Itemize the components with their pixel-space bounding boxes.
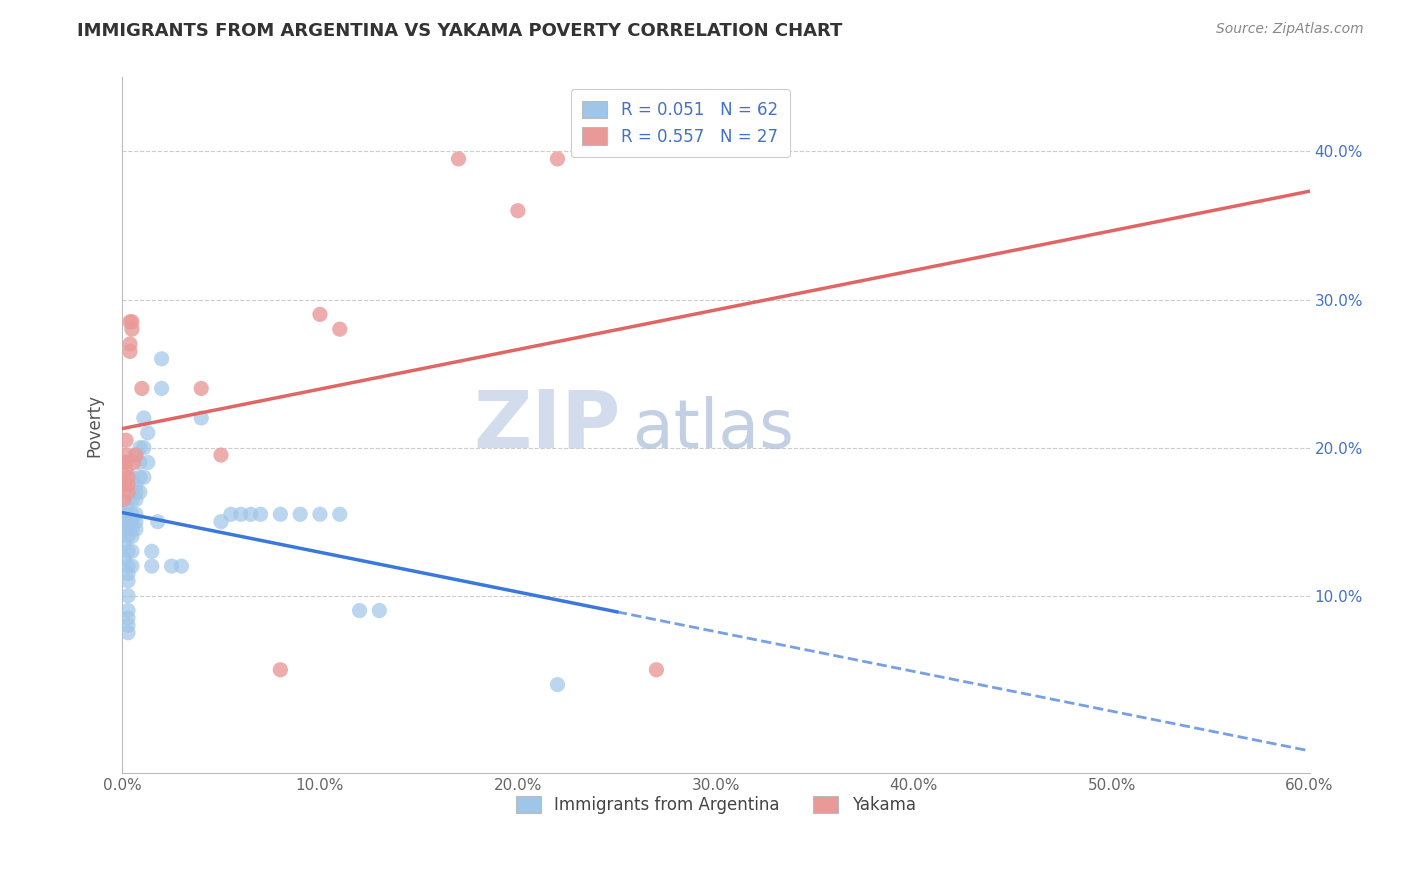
Point — [125, 485, 148, 500]
Point — [146, 515, 169, 529]
Point — [125, 492, 148, 507]
Point — [209, 448, 232, 462]
Point — [115, 515, 138, 529]
Point — [117, 544, 139, 558]
Point — [117, 566, 139, 581]
Point — [368, 603, 391, 617]
Point — [117, 625, 139, 640]
Point — [117, 477, 139, 491]
Point — [329, 508, 352, 522]
Point — [209, 515, 232, 529]
Point — [122, 455, 145, 469]
Point — [269, 508, 291, 522]
Point — [117, 529, 139, 543]
Point — [128, 470, 150, 484]
Point — [125, 508, 148, 522]
Point — [645, 663, 668, 677]
Point — [190, 411, 212, 425]
Point — [121, 522, 143, 536]
Point — [115, 463, 138, 477]
Point — [125, 448, 148, 462]
Point — [117, 611, 139, 625]
Point — [117, 485, 139, 500]
Point — [125, 522, 148, 536]
Point — [349, 603, 371, 617]
Point — [150, 381, 173, 395]
Point — [118, 344, 141, 359]
Point — [132, 470, 155, 484]
Point — [131, 381, 153, 395]
Point — [117, 603, 139, 617]
Point — [112, 522, 135, 536]
Point — [121, 508, 143, 522]
Point — [190, 381, 212, 395]
Point — [115, 522, 138, 536]
Y-axis label: Poverty: Poverty — [86, 394, 103, 457]
Point — [115, 434, 138, 448]
Point — [121, 492, 143, 507]
Point — [121, 322, 143, 336]
Point — [309, 307, 332, 321]
Point — [121, 529, 143, 543]
Point — [125, 477, 148, 491]
Point — [239, 508, 262, 522]
Point — [115, 508, 138, 522]
Point — [229, 508, 252, 522]
Point — [136, 425, 159, 440]
Point — [132, 441, 155, 455]
Point — [219, 508, 242, 522]
Text: ZIP: ZIP — [474, 386, 621, 465]
Point — [125, 515, 148, 529]
Point — [117, 559, 139, 574]
Point — [170, 559, 193, 574]
Point — [506, 203, 529, 218]
Point — [121, 515, 143, 529]
Point — [288, 508, 311, 522]
Point — [112, 477, 135, 491]
Text: Source: ZipAtlas.com: Source: ZipAtlas.com — [1216, 22, 1364, 37]
Point — [115, 500, 138, 514]
Point — [121, 559, 143, 574]
Point — [117, 574, 139, 588]
Point — [141, 544, 163, 558]
Point — [117, 470, 139, 484]
Point — [121, 470, 143, 484]
Point — [118, 315, 141, 329]
Legend: Immigrants from Argentina, Yakama: Immigrants from Argentina, Yakama — [506, 786, 925, 824]
Point — [121, 315, 143, 329]
Point — [115, 448, 138, 462]
Point — [141, 559, 163, 574]
Point — [128, 485, 150, 500]
Point — [112, 537, 135, 551]
Point — [546, 677, 568, 691]
Text: atlas: atlas — [633, 396, 793, 462]
Point — [249, 508, 271, 522]
Text: IMMIGRANTS FROM ARGENTINA VS YAKAMA POVERTY CORRELATION CHART: IMMIGRANTS FROM ARGENTINA VS YAKAMA POVE… — [77, 22, 842, 40]
Point — [112, 455, 135, 469]
Point — [160, 559, 183, 574]
Point — [546, 152, 568, 166]
Point — [128, 441, 150, 455]
Point — [132, 411, 155, 425]
Point — [118, 337, 141, 351]
Point — [115, 455, 138, 469]
Point — [117, 589, 139, 603]
Point — [136, 455, 159, 469]
Point — [150, 351, 173, 366]
Point — [269, 663, 291, 677]
Point — [125, 448, 148, 462]
Point — [112, 508, 135, 522]
Point — [329, 322, 352, 336]
Point — [112, 551, 135, 566]
Point — [128, 455, 150, 469]
Point — [112, 492, 135, 507]
Point — [447, 152, 470, 166]
Point — [121, 544, 143, 558]
Point — [117, 618, 139, 632]
Point — [309, 508, 332, 522]
